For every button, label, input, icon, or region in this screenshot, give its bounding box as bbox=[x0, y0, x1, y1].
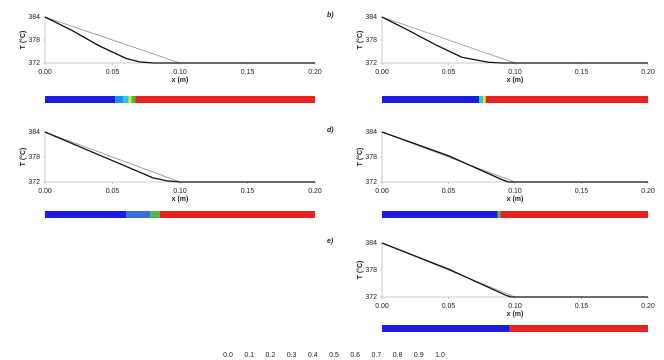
phase-segment bbox=[497, 211, 501, 218]
x-tick-label: 0.15 bbox=[575, 69, 589, 76]
y-tick-label: 378 bbox=[365, 154, 377, 161]
x-tick-label: 0.05 bbox=[442, 303, 456, 310]
temperature-line bbox=[44, 131, 315, 183]
temperature-line bbox=[44, 131, 315, 183]
y-tick-label: 372 bbox=[28, 60, 40, 67]
y-tick-label: 384 bbox=[365, 14, 377, 21]
phase-segment bbox=[509, 325, 648, 332]
y-axis-label: T (°C) bbox=[356, 31, 364, 50]
phase-segment bbox=[45, 96, 116, 103]
y-tick-label: 384 bbox=[28, 14, 40, 21]
temperature-line bbox=[381, 242, 648, 298]
x-tick-label: 0.00 bbox=[38, 69, 52, 76]
y-axis-label: T (°C) bbox=[19, 31, 27, 50]
colorbar-tick-label: 0.8 bbox=[393, 352, 403, 359]
phase-segment bbox=[382, 211, 498, 218]
phase-segment bbox=[135, 96, 315, 103]
x-tick-label: 0.00 bbox=[38, 188, 52, 195]
colorbar-tick-label: 0.3 bbox=[287, 352, 297, 359]
x-tick-label: 0.00 bbox=[375, 69, 389, 76]
x-tick-label: 0.10 bbox=[173, 69, 187, 76]
colorbar-tick-label: 0.1 bbox=[244, 352, 254, 359]
temperature-line bbox=[381, 131, 648, 183]
y-tick-label: 378 bbox=[365, 37, 377, 44]
x-tick-label: 0.00 bbox=[375, 303, 389, 310]
phase-segment bbox=[115, 96, 124, 103]
phase-segment bbox=[483, 96, 486, 103]
colorbar-tick-label: 1.0 bbox=[435, 352, 445, 359]
colorbar-tick-label: 0.5 bbox=[329, 352, 339, 359]
x-tick-label: 0.15 bbox=[241, 188, 255, 195]
phase-segment bbox=[382, 325, 510, 332]
x-tick-label: 0.10 bbox=[508, 188, 522, 195]
temperature-line bbox=[381, 131, 648, 183]
x-tick-label: 0.05 bbox=[442, 69, 456, 76]
phase-segment bbox=[485, 96, 648, 103]
y-axis-label: T (°C) bbox=[356, 261, 364, 280]
y-tick-label: 372 bbox=[365, 60, 377, 67]
colorbar-tick-label: 0.0 bbox=[223, 352, 233, 359]
x-tick-label: 0.10 bbox=[173, 188, 187, 195]
phase-segment bbox=[159, 211, 315, 218]
temperature-line bbox=[381, 16, 648, 64]
colorbar-tick-label: 0.7 bbox=[372, 352, 382, 359]
colorbar-tick-label: 0.6 bbox=[350, 352, 360, 359]
colorbar-tick-label: 0.2 bbox=[266, 352, 276, 359]
y-tick-label: 372 bbox=[28, 179, 40, 186]
phase-segment bbox=[382, 96, 480, 103]
x-tick-label: 0.15 bbox=[575, 188, 589, 195]
y-axis-label: T (°C) bbox=[356, 148, 364, 167]
x-axis-label: x (m) bbox=[507, 77, 524, 84]
x-tick-label: 0.20 bbox=[308, 188, 322, 195]
y-tick-label: 378 bbox=[28, 154, 40, 161]
phase-segment bbox=[131, 96, 136, 103]
x-tick-label: 0.10 bbox=[508, 303, 522, 310]
y-tick-label: 378 bbox=[28, 37, 40, 44]
x-tick-label: 0.05 bbox=[442, 188, 456, 195]
x-tick-label: 0.20 bbox=[308, 69, 322, 76]
phase-segment bbox=[500, 211, 648, 218]
phase-segment bbox=[479, 96, 484, 103]
colorbar-tick-label: 0.4 bbox=[308, 352, 318, 359]
panel-label: d) bbox=[327, 127, 334, 134]
x-tick-label: 0.05 bbox=[106, 69, 120, 76]
panel-label: b) bbox=[327, 12, 334, 19]
x-tick-label: 0.00 bbox=[375, 188, 389, 195]
phase-segment bbox=[150, 211, 160, 218]
y-tick-label: 378 bbox=[365, 267, 377, 274]
x-tick-label: 0.20 bbox=[641, 188, 655, 195]
panel-label: e) bbox=[327, 238, 334, 245]
y-tick-label: 384 bbox=[365, 129, 377, 136]
x-tick-label: 0.20 bbox=[641, 303, 655, 310]
phase-segment bbox=[123, 96, 129, 103]
x-tick-label: 0.20 bbox=[641, 69, 655, 76]
temperature-line bbox=[44, 16, 315, 64]
phase-segment bbox=[45, 211, 126, 218]
y-axis-label: T (°C) bbox=[19, 148, 27, 167]
phase-segment bbox=[126, 211, 151, 218]
phase-segment bbox=[128, 96, 132, 103]
temperature-line bbox=[381, 16, 648, 64]
colorbar-tick-label: 0.9 bbox=[414, 352, 424, 359]
y-tick-label: 372 bbox=[365, 179, 377, 186]
x-tick-label: 0.15 bbox=[575, 303, 589, 310]
y-tick-label: 384 bbox=[365, 240, 377, 247]
temperature-line bbox=[44, 16, 315, 64]
x-axis-label: x (m) bbox=[172, 196, 189, 203]
y-tick-label: 372 bbox=[365, 294, 377, 301]
x-axis-label: x (m) bbox=[507, 311, 524, 318]
x-tick-label: 0.10 bbox=[508, 69, 522, 76]
y-tick-label: 384 bbox=[28, 129, 40, 136]
x-axis-label: x (m) bbox=[507, 196, 524, 203]
temperature-line bbox=[381, 242, 648, 298]
x-tick-label: 0.15 bbox=[241, 69, 255, 76]
x-tick-label: 0.05 bbox=[106, 188, 120, 195]
x-axis-label: x (m) bbox=[172, 77, 189, 84]
